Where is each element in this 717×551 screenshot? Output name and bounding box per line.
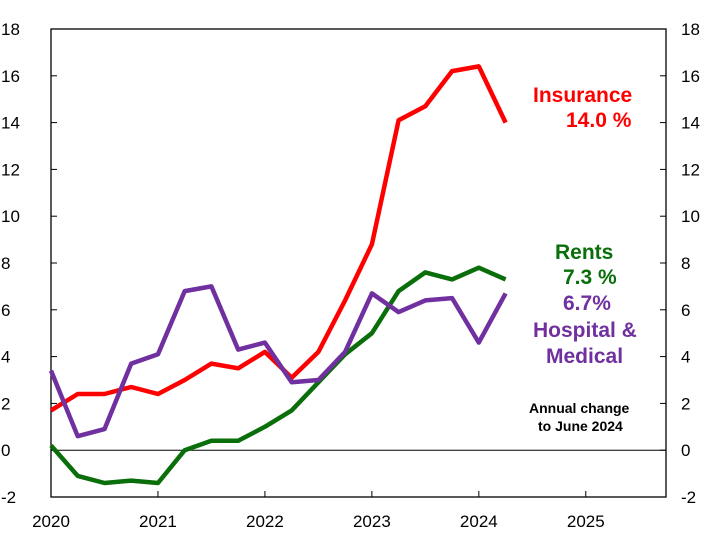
left-tick-label: 18 (1, 20, 20, 39)
x-tick-label: 2024 (460, 512, 498, 531)
left-tick-label: 12 (1, 160, 20, 179)
right-tick-label: -2 (681, 488, 696, 507)
hospital-value-label: 6.7% (563, 292, 611, 315)
right-tick-label: 0 (681, 441, 690, 460)
annotation-line1: Annual change (529, 400, 630, 416)
x-tick-label: 2020 (32, 512, 70, 531)
left-tick-label: 4 (1, 348, 10, 367)
x-tick-label: 2023 (353, 512, 391, 531)
right-axis-ticks: -2 0 2 4 6 8 10 12 14 16 18 (660, 20, 700, 507)
hospital-series-label-line2: Medical (546, 345, 623, 368)
right-tick-label: 2 (681, 394, 690, 413)
left-tick-label: 0 (1, 441, 10, 460)
left-tick-label: 2 (1, 394, 10, 413)
series-line-rents (49, 265, 507, 486)
left-tick-label: 14 (1, 114, 20, 133)
right-tick-label: 18 (681, 20, 700, 39)
right-tick-label: 6 (681, 301, 690, 320)
right-tick-label: 12 (681, 160, 700, 179)
right-tick-label: 10 (681, 207, 700, 226)
left-tick-label: 10 (1, 207, 20, 226)
insurance-value-label: 14.0 % (566, 109, 632, 132)
rents-series-label: Rents (555, 241, 613, 264)
series-lines (48, 64, 508, 486)
hospital-series-label-line1: Hospital & (533, 319, 637, 342)
x-tick-label: 2022 (246, 512, 284, 531)
right-tick-label: 16 (681, 67, 700, 86)
left-tick-label: 6 (1, 301, 10, 320)
x-tick-label: 2025 (567, 512, 605, 531)
rents-value-label: 7.3 % (563, 266, 617, 289)
left-tick-label: 8 (1, 254, 10, 273)
left-tick-label: -2 (1, 488, 16, 507)
right-tick-label: 14 (681, 114, 700, 133)
series-line-hospital-medical (48, 284, 508, 439)
x-tick-label: 2021 (139, 512, 177, 531)
insurance-series-label: Insurance (533, 84, 632, 107)
x-axis-ticks: 2020 2021 2022 2023 2024 2025 (32, 491, 605, 531)
left-axis-ticks: -2 0 2 4 6 8 10 12 14 16 18 (1, 20, 57, 507)
left-tick-label: 16 (1, 67, 20, 86)
right-tick-label: 4 (681, 348, 690, 367)
right-tick-label: 8 (681, 254, 690, 273)
annotation-line2: to June 2024 (538, 418, 623, 434)
